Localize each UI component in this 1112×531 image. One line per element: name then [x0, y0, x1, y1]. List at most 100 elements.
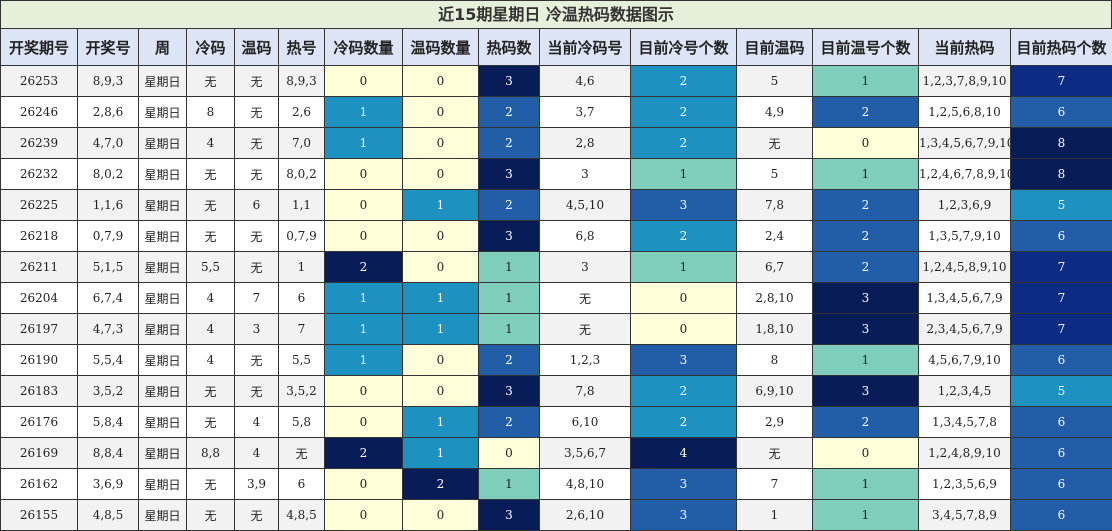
table-cell: 6,7 — [737, 252, 813, 283]
table-cell: 0 — [631, 283, 737, 314]
table-cell: 3 — [479, 159, 540, 190]
table-cell: 无 — [187, 159, 235, 190]
table-cell: 2 — [631, 407, 737, 438]
table-cell: 3 — [813, 376, 919, 407]
column-header: 当前冷码号 — [540, 29, 631, 66]
table-cell: 0 — [403, 97, 479, 128]
table-cell: 7 — [235, 283, 279, 314]
column-header: 目前冷号个数 — [631, 29, 737, 66]
table-cell: 3 — [631, 345, 737, 376]
column-header: 冷码数量 — [325, 29, 403, 66]
table-cell: 1,2,4,5,8,9,10 — [919, 252, 1011, 283]
table-cell: 3 — [813, 314, 919, 345]
table-cell: 3 — [631, 469, 737, 500]
table-cell: 无 — [235, 252, 279, 283]
table-cell: 1,3,4,5,6,7,9,10 — [919, 128, 1011, 159]
table-cell: 6 — [1011, 97, 1112, 128]
table-cell: 1 — [813, 500, 919, 531]
table-cell: 1,3,4,5,7,8 — [919, 407, 1011, 438]
table-cell: 5,8,4 — [78, 407, 139, 438]
table-cell: 3 — [631, 190, 737, 221]
table-cell: 4,5,10 — [540, 190, 631, 221]
table-cell: 6,7,4 — [78, 283, 139, 314]
table-cell: 无 — [235, 159, 279, 190]
table-cell: 0 — [325, 376, 403, 407]
table-cell: 星期日 — [139, 407, 187, 438]
table-cell: 3 — [235, 314, 279, 345]
table-cell: 2 — [325, 252, 403, 283]
table-cell: 8,9,3 — [279, 66, 325, 97]
table-cell: 2 — [631, 376, 737, 407]
table-cell: 6,9,10 — [737, 376, 813, 407]
table-cell: 0,7,9 — [279, 221, 325, 252]
table-cell: 8,8 — [187, 438, 235, 469]
table-cell: 2 — [631, 66, 737, 97]
column-header: 当前热码 — [919, 29, 1011, 66]
table-cell: 无 — [187, 469, 235, 500]
table-cell: 0 — [813, 128, 919, 159]
table-cell: 1,1,6 — [78, 190, 139, 221]
table-cell: 6 — [1011, 438, 1112, 469]
table-cell: 4,7,0 — [78, 128, 139, 159]
column-header: 热码数 — [479, 29, 540, 66]
table-cell: 6 — [1011, 345, 1112, 376]
table-cell: 5 — [1011, 376, 1112, 407]
table-cell: 3,4,5,7,8,9 — [919, 500, 1011, 531]
table-cell: 无 — [235, 345, 279, 376]
table-cell: 0 — [325, 469, 403, 500]
table-cell: 7 — [1011, 283, 1112, 314]
table-cell: 6 — [1011, 500, 1112, 531]
table-cell: 1 — [325, 345, 403, 376]
table-cell: 1 — [403, 438, 479, 469]
table-cell: 2 — [403, 469, 479, 500]
table-cell: 26253 — [1, 66, 78, 97]
table-cell: 6 — [235, 190, 279, 221]
table-cell: 无 — [235, 500, 279, 531]
table-cell: 4 — [187, 345, 235, 376]
table-cell: 26225 — [1, 190, 78, 221]
table-cell: 7,0 — [279, 128, 325, 159]
table-cell: 1 — [403, 314, 479, 345]
table-cell: 无 — [235, 97, 279, 128]
table-cell: 26218 — [1, 221, 78, 252]
table-cell: 无 — [737, 128, 813, 159]
table-cell: 0 — [403, 345, 479, 376]
table-cell: 2,4 — [737, 221, 813, 252]
table-cell: 1,3,5,7,9,10 — [919, 221, 1011, 252]
column-header: 冷码 — [187, 29, 235, 66]
table-cell: 6 — [1011, 407, 1112, 438]
table-cell: 2 — [479, 190, 540, 221]
table-cell: 26232 — [1, 159, 78, 190]
table-cell: 无 — [235, 376, 279, 407]
table-cell: 1,2,3,6,9 — [919, 190, 1011, 221]
table-cell: 26176 — [1, 407, 78, 438]
table-cell: 1,3,4,5,6,7,9 — [919, 283, 1011, 314]
table-cell: 7 — [737, 469, 813, 500]
table-cell: 2 — [479, 407, 540, 438]
table-cell: 1 — [403, 283, 479, 314]
table-cell: 7,8 — [540, 376, 631, 407]
table-cell: 6 — [1011, 221, 1112, 252]
table-cell: 8,0,2 — [279, 159, 325, 190]
table-cell: 3,5,2 — [279, 376, 325, 407]
table-cell: 2 — [813, 221, 919, 252]
column-header: 周 — [139, 29, 187, 66]
table-cell: 6 — [279, 469, 325, 500]
table-cell: 3,7 — [540, 97, 631, 128]
table-cell: 星期日 — [139, 345, 187, 376]
table-cell: 星期日 — [139, 469, 187, 500]
table-cell: 4,5,6,7,9,10 — [919, 345, 1011, 376]
table-cell: 8,0,2 — [78, 159, 139, 190]
table-cell: 无 — [540, 314, 631, 345]
table-cell: 1 — [813, 469, 919, 500]
table-cell: 星期日 — [139, 66, 187, 97]
table-cell: 2 — [325, 438, 403, 469]
table-cell: 7 — [279, 314, 325, 345]
table-cell: 1 — [813, 159, 919, 190]
